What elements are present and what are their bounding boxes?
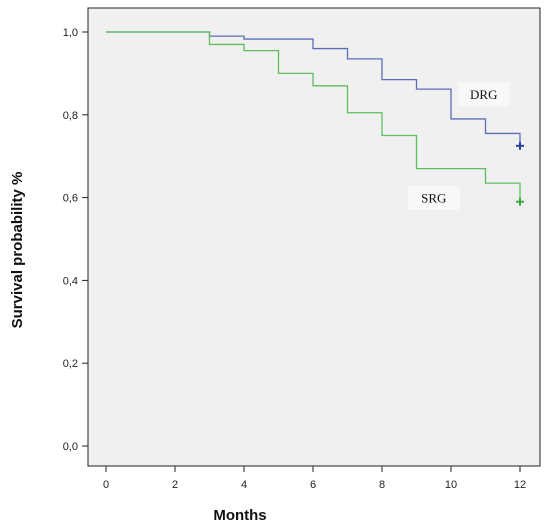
annotation-box <box>457 82 510 107</box>
censor-mark-drg <box>516 141 524 150</box>
x-axis-title: Months <box>213 507 266 524</box>
series-label-drg: DRG <box>470 87 497 102</box>
y-tick-label: 0,0 <box>63 441 78 453</box>
annotation-box <box>407 185 460 210</box>
series-label-srg: SRG <box>421 191 446 206</box>
series-layer <box>106 31 524 206</box>
y-tick-label: 0,8 <box>63 110 78 122</box>
annotation-layer: DRG SRG <box>407 82 510 210</box>
y-axis: 0,0 0,2 0,4 0,6 0,8 1,0 <box>63 27 89 453</box>
x-tick-label: 10 <box>445 479 457 491</box>
series-line-srg <box>106 31 521 202</box>
y-tick-label: 0,4 <box>63 275 78 287</box>
x-axis: 0 2 4 6 8 10 12 <box>103 465 526 491</box>
y-tick-label: 0,2 <box>63 358 78 370</box>
x-tick-label: 6 <box>310 479 316 491</box>
x-tick-label: 0 <box>103 479 109 491</box>
x-tick-label: 4 <box>241 479 247 491</box>
x-tick-label: 12 <box>514 479 526 491</box>
y-axis-title: Survival probability % <box>9 172 26 329</box>
y-tick-label: 1,0 <box>63 27 78 39</box>
x-tick-label: 2 <box>172 479 178 491</box>
plot-area <box>87 7 541 467</box>
y-tick-label: 0,6 <box>63 193 78 205</box>
censor-mark-srg <box>516 197 524 206</box>
series-line-drg <box>106 31 521 146</box>
x-tick-label: 8 <box>379 479 385 491</box>
